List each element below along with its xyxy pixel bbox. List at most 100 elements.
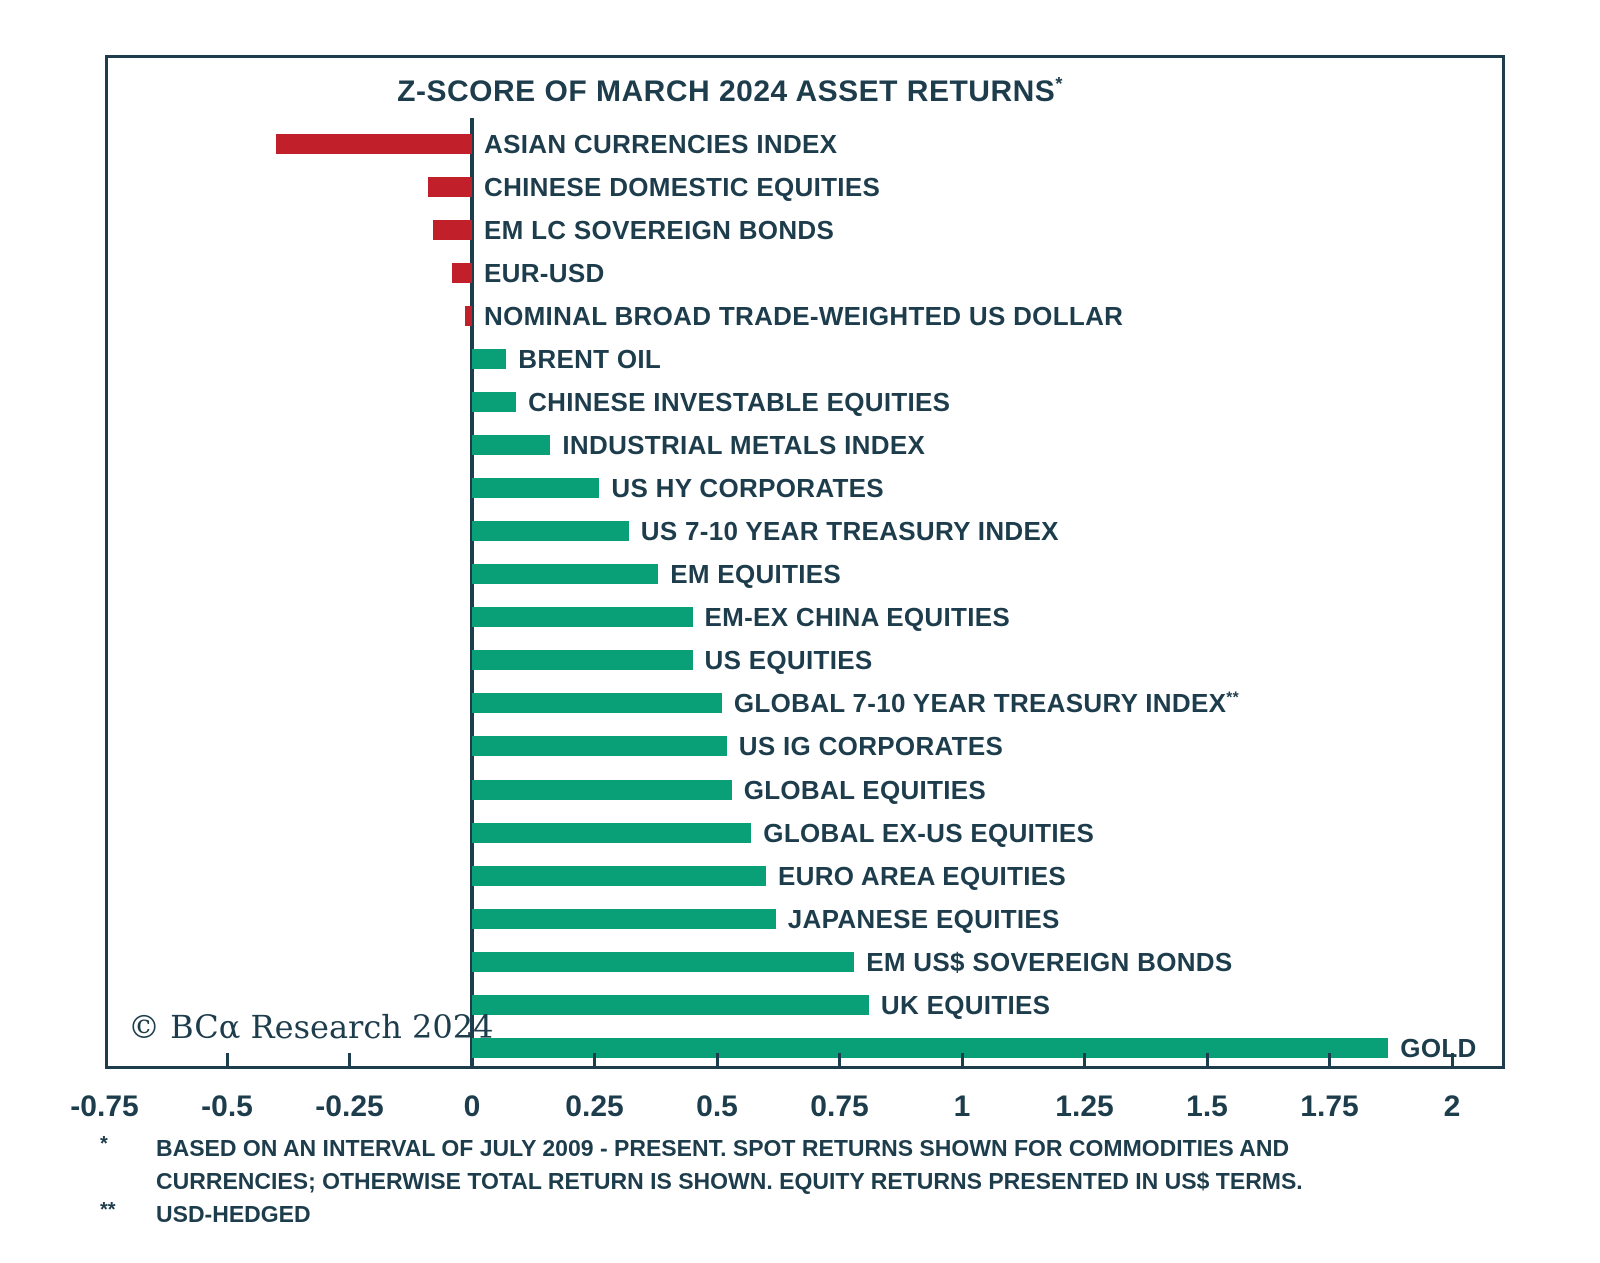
x-axis-tick-label: 0.5 (696, 1090, 738, 1123)
footnote-marker: ** (100, 1199, 116, 1221)
bar-label: EM US$ SOVEREIGN BONDS (866, 949, 1232, 975)
x-axis-tick-label: 1.25 (1055, 1090, 1114, 1123)
footnotes: * BASED ON AN INTERVAL OF JULY 2009 - PR… (100, 1132, 1400, 1231)
bar-positive (472, 951, 855, 972)
x-axis-labels: -0.75 -0.5 -0.25 0 0.25 0.5 0.75 1 1.25 1.5 1.75 2 (0, 1092, 1600, 1132)
x-axis-tick-mark (1328, 1053, 1331, 1066)
footnote-text: USD-HEDGED (156, 1201, 311, 1227)
footnote-item: ** USD-HEDGED (100, 1198, 1400, 1231)
bar-label-text: CHINESE INVESTABLE EQUITIES (528, 386, 951, 417)
bar-positive (472, 348, 507, 369)
x-axis-tick-mark (348, 1053, 351, 1066)
x-axis-tick-mark (715, 1053, 719, 1066)
bar-label-footnote-marker: ** (1226, 689, 1239, 707)
bar-label-text: US 7-10 YEAR TREASURY INDEX (640, 516, 1059, 547)
bar-label: JAPANESE EQUITIES (788, 906, 1060, 932)
footnote-item: * BASED ON AN INTERVAL OF JULY 2009 - PR… (100, 1132, 1400, 1198)
chart-plot-area: Z-SCORE OF MARCH 2024 ASSET RETURNS* ASI… (105, 55, 1505, 1069)
footnote-marker: * (100, 1133, 108, 1155)
x-axis-tick-mark (593, 1053, 596, 1066)
x-axis-tick-label: -0.5 (201, 1090, 253, 1123)
bar-positive (472, 994, 869, 1015)
bar-negative (276, 133, 472, 154)
x-axis-tick-mark (225, 1053, 229, 1066)
bar-label-text: EM LC SOVEREIGN BONDS (484, 214, 835, 245)
bar-label: ASIAN CURRENCIES INDEX (484, 131, 837, 157)
bar-negative (427, 176, 472, 197)
bar-positive (472, 564, 659, 585)
bar-label-text: CHINESE DOMESTIC EQUITIES (484, 171, 881, 202)
bar-label: GLOBAL EQUITIES (744, 777, 986, 803)
zero-axis-line (470, 118, 474, 1066)
chart-title-footnote-marker: * (1055, 74, 1063, 94)
bar-label-text: JAPANESE EQUITIES (787, 903, 1060, 934)
bar-label: EM LC SOVEREIGN BONDS (484, 217, 834, 243)
bar-label: US 7-10 YEAR TREASURY INDEX (641, 518, 1059, 544)
copyright-note: © BCα Research 2024 (128, 1008, 494, 1046)
x-axis-tick-label: -0.25 (315, 1090, 384, 1123)
footnote-text: BASED ON AN INTERVAL OF JULY 2009 - PRES… (156, 1135, 1303, 1194)
bar-positive (472, 650, 693, 671)
chart-title-text: Z-SCORE OF MARCH 2024 ASSET RETURNS (397, 75, 1056, 108)
bar-positive (472, 822, 752, 843)
bar-label-text: EURO AREA EQUITIES (778, 860, 1067, 891)
bar-label-text: EUR-USD (484, 257, 605, 288)
bar-positive (472, 693, 722, 714)
bar-negative (432, 219, 472, 240)
bar-label: GLOBAL EX-US EQUITIES (763, 820, 1094, 846)
bar-label: EM-EX CHINA EQUITIES (705, 604, 1011, 630)
x-axis-tick-label: 2 (1443, 1090, 1461, 1123)
bar-positive (472, 1037, 1389, 1058)
bar-label-text: EM EQUITIES (670, 559, 842, 590)
x-axis-tick-label: 1 (953, 1090, 971, 1123)
bar-label: UK EQUITIES (881, 992, 1050, 1018)
x-axis-tick-label: 0.25 (565, 1090, 624, 1123)
bar-label-text: GOLD (1400, 1032, 1477, 1063)
x-axis-tick-mark (838, 1053, 841, 1066)
bar-label: BRENT OIL (518, 346, 661, 372)
bar-label: US HY CORPORATES (611, 475, 884, 501)
bar-label-text: NOMINAL BROAD TRADE-WEIGHTED US DOLLAR (484, 300, 1124, 331)
x-axis-tick-mark (1450, 1053, 1454, 1066)
x-axis-tick-label: 1.75 (1300, 1090, 1359, 1123)
x-axis-tick-mark (1083, 1053, 1086, 1066)
bar-positive (472, 736, 727, 757)
bar-negative (452, 262, 472, 283)
bar-positive (472, 865, 766, 886)
bar-label: INDUSTRIAL METALS INDEX (562, 432, 925, 458)
bar-label: US EQUITIES (705, 647, 873, 673)
bar-label-text: US IG CORPORATES (738, 731, 1004, 762)
x-axis-tick-mark (1205, 1053, 1209, 1066)
x-axis-tick-label: 1.5 (1186, 1090, 1228, 1123)
chart-title: Z-SCORE OF MARCH 2024 ASSET RETURNS* (397, 74, 1063, 109)
bar-label-text: GLOBAL EX-US EQUITIES (763, 817, 1095, 848)
bar-label: EUR-USD (484, 260, 605, 286)
bar-label-text: US EQUITIES (704, 645, 873, 676)
bar-label-text: GLOBAL EQUITIES (743, 774, 987, 805)
bar-label: CHINESE DOMESTIC EQUITIES (484, 174, 880, 200)
bar-label: GOLD (1400, 1035, 1476, 1061)
bar-positive (472, 478, 600, 499)
x-axis-tick-label: -0.75 (70, 1090, 139, 1123)
bar-label: NOMINAL BROAD TRADE-WEIGHTED US DOLLAR (484, 303, 1123, 329)
bar-positive (472, 607, 693, 628)
bar-label: CHINESE INVESTABLE EQUITIES (528, 389, 950, 415)
x-axis-tick-label: 0 (463, 1090, 481, 1123)
bar-label-text: INDUSTRIAL METALS INDEX (562, 429, 926, 460)
bar-label-text: GLOBAL 7-10 YEAR TREASURY INDEX (733, 688, 1227, 719)
bar-negative (464, 305, 472, 326)
bar-positive (472, 434, 551, 455)
bar-label: EM EQUITIES (670, 561, 841, 587)
bar-label: US IG CORPORATES (739, 733, 1003, 759)
bar-positive (472, 779, 732, 800)
bar-positive (472, 391, 517, 412)
x-axis-tick-mark (960, 1053, 964, 1066)
x-axis-tick-label: 0.75 (810, 1090, 869, 1123)
bar-positive (472, 521, 629, 542)
bar-label-text: US HY CORPORATES (611, 473, 884, 504)
bar-label-text: UK EQUITIES (880, 989, 1051, 1020)
bar-label-text: ASIAN CURRENCIES INDEX (484, 128, 838, 159)
bar-label-text: EM US$ SOVEREIGN BONDS (866, 946, 1233, 977)
bar-label-text: EM-EX CHINA EQUITIES (704, 602, 1011, 633)
